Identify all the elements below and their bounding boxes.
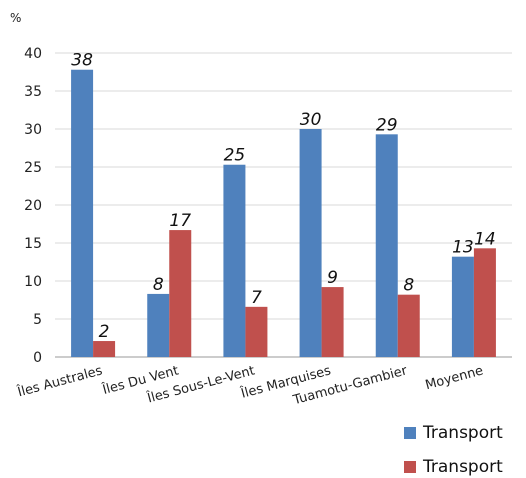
data-label: 2 [99,322,110,342]
y-tick-label: 40 [24,46,42,62]
y-tick-label: 20 [24,198,42,214]
bar-series-2 [245,306,268,357]
y-tick-label: 35 [24,84,42,100]
bar-series-1 [71,69,94,357]
bar-series-1 [223,164,246,357]
bar-series-2 [93,341,116,357]
bar-series-2 [169,230,192,357]
y-tick-label: 0 [33,350,42,366]
bar-series-2 [473,248,496,357]
data-label: 17 [169,211,191,231]
data-label: 13 [452,238,474,258]
data-label: 38 [71,51,93,71]
legend-item-2: Transport [404,456,524,478]
legend-swatch-blue [404,427,416,439]
y-tick-label: 10 [24,274,42,290]
data-label: 14 [474,229,496,249]
legend-swatch-red [404,461,416,473]
bar-series-2 [321,287,344,357]
data-label: 29 [376,115,398,135]
data-label: 9 [327,268,338,288]
data-label: 30 [300,110,322,130]
legend-label: Transport [423,423,503,443]
data-label: 7 [251,288,262,308]
x-tick-label: Îles Australes [15,362,104,400]
bar-series-1 [375,134,398,357]
y-tick-label: 25 [24,160,42,176]
bar-series-1 [147,293,170,357]
data-label: 25 [224,146,246,166]
y-tick-label: 15 [24,236,42,252]
x-tick-label: Moyenne [424,363,485,393]
y-axis-unit-label: % [10,11,21,25]
bar-series-1 [451,256,474,357]
data-label: 8 [153,275,164,295]
bar-series-1 [299,129,322,357]
y-tick-label: 5 [33,312,42,328]
legend-label: Transport [423,457,503,477]
y-tick-label: 30 [24,122,42,138]
bar-series-2 [397,294,420,357]
data-label: 8 [403,276,414,296]
legend-item-1: Transport [404,422,524,444]
